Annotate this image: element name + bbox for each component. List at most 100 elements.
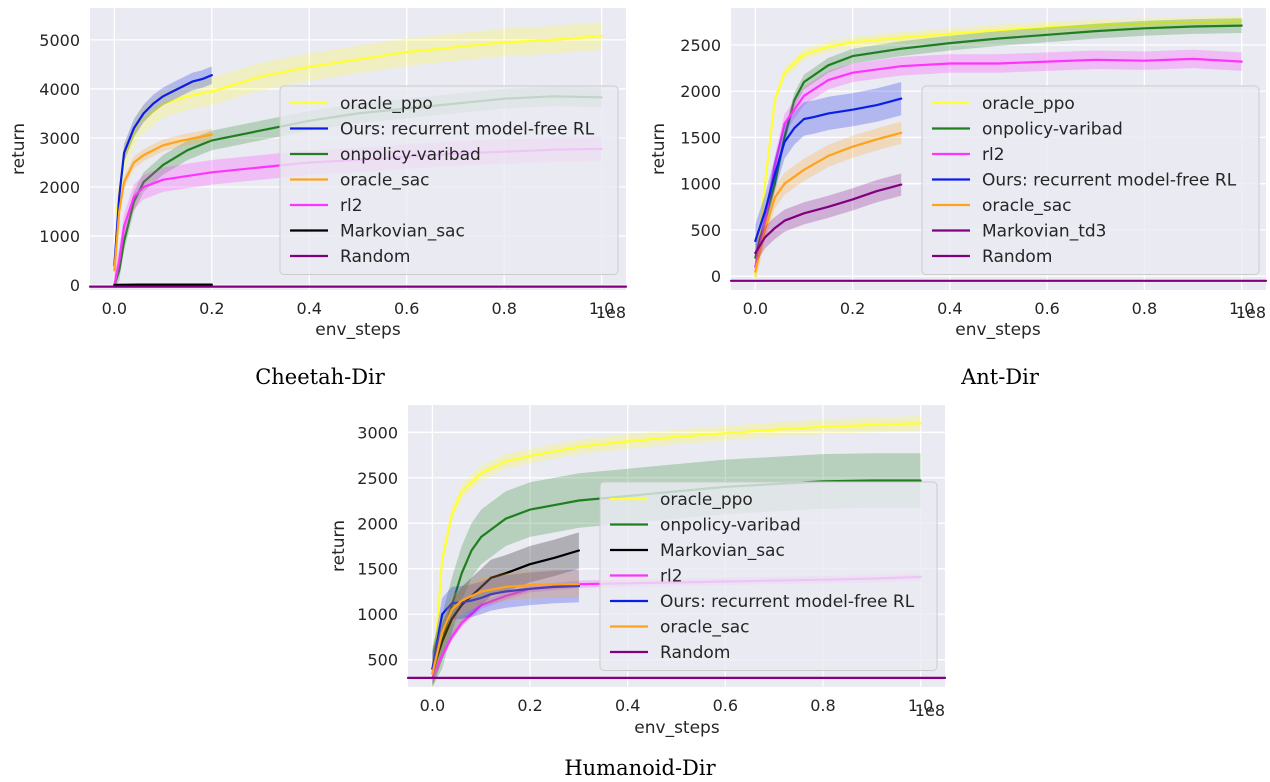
cheetah-x-tick-label: 1.0 bbox=[589, 299, 614, 318]
cheetah-legend-label: oracle_ppo bbox=[340, 94, 433, 114]
cheetah-x-axis-label: env_steps bbox=[315, 320, 401, 340]
cheetah-legend-label: Markovian_sac bbox=[340, 222, 465, 242]
ant-legend-label: onpolicy-varibad bbox=[982, 120, 1123, 140]
cheetah-band-rl2 bbox=[114, 136, 602, 290]
ant-legend-label: oracle_sac bbox=[982, 196, 1071, 216]
ant-y-axis-label: return bbox=[649, 123, 669, 175]
humanoid-y-tick-label: 1500 bbox=[357, 560, 398, 579]
cheetah-x-tick-label: 0.6 bbox=[394, 299, 419, 318]
cheetah-x-tick-label: 0.2 bbox=[199, 299, 224, 318]
ant-line-ours-recurrent-model-free-rl bbox=[754, 97, 903, 243]
humanoid-legend-label: oracle_sac bbox=[660, 618, 749, 638]
cheetah-dir-panel: 0.0 0.2 0.4 0.6 0.8 1.0010002000300040005000 … bbox=[9, 8, 628, 389]
ant-line-rl2 bbox=[754, 57, 1243, 268]
humanoid-band-onpolicy-varibad bbox=[432, 453, 921, 687]
ant-y-tick-label: 0 bbox=[711, 267, 721, 286]
humanoid-y-tick-label: 500 bbox=[367, 651, 398, 670]
cheetah-y-tick-label: 3000 bbox=[39, 129, 80, 148]
humanoid-legend-label: rl2 bbox=[660, 567, 683, 587]
ant-y-tick-label: 2000 bbox=[680, 82, 721, 101]
humanoid-band-ours-recurrent-model-free-rl bbox=[432, 569, 579, 686]
humanoid-legend-label: Ours: recurrent model-free RL bbox=[660, 592, 915, 612]
ant-legend-label: Ours: recurrent model-free RL bbox=[982, 171, 1237, 191]
humanoid-x-tick-label: 1.0 bbox=[908, 696, 933, 715]
cheetah-y-tick-label: 4000 bbox=[39, 80, 80, 99]
cheetah-band-onpolicy-varibad bbox=[114, 86, 602, 290]
cheetah-caption: Cheetah-Dir bbox=[255, 365, 386, 389]
ant-x-tick-label: 0.0 bbox=[743, 299, 768, 318]
ant-line-oracle-sac bbox=[754, 131, 903, 273]
ant-x-tick-label: 0.6 bbox=[1034, 299, 1059, 318]
humanoid-x-tick-label: 0.4 bbox=[615, 696, 640, 715]
humanoid-y-axis-label: return bbox=[329, 520, 349, 572]
cheetah-legend-label: rl2 bbox=[340, 196, 363, 216]
humanoid-x-axis-label: env_steps bbox=[634, 718, 720, 738]
humanoid-y-tick-label: 2000 bbox=[357, 514, 398, 533]
cheetah-x-scale-label: 1e8 bbox=[596, 303, 626, 322]
humanoid-caption: Humanoid-Dir bbox=[564, 756, 716, 780]
ant-y-tick-label: 1000 bbox=[680, 175, 721, 194]
cheetah-line-ours-recurrent-model-free-rl bbox=[113, 74, 213, 267]
humanoid-legend-label: oracle_ppo bbox=[660, 490, 753, 510]
ant-dir-panel: 0.0 0.2 0.4 0.6 0.8 1.0 0 500 1000 1500 2000 2500 e… bbox=[649, 8, 1268, 389]
cheetah-ticks: 0.0 0.2 0.4 0.6 0.8 1.0 0 1000 2000 3000 4000 5000 bbox=[39, 31, 614, 318]
humanoid-dir-panel: 0.0 0.2 0.4 0.6 0.8 1.0 500 1000 1500 2000 2500 300… bbox=[329, 405, 947, 780]
cheetah-legend-label: onpolicy-varibad bbox=[340, 145, 481, 165]
cheetah-y-axis-label: return bbox=[9, 123, 29, 175]
humanoid-y-tick-label: 1000 bbox=[357, 605, 398, 624]
cheetah-legend-box bbox=[279, 85, 619, 275]
humanoid-x-tick-label: 0.2 bbox=[517, 696, 542, 715]
cheetah-legend-label: Ours: recurrent model-free RL bbox=[340, 120, 595, 140]
ant-series bbox=[729, 15, 1268, 283]
ant-x-tick-label: 0.2 bbox=[840, 299, 865, 318]
cheetah-line-oracle-ppo bbox=[115, 34, 603, 213]
humanoid-line-oracle-sac bbox=[431, 583, 581, 675]
cheetah-y-tick-label: 2000 bbox=[39, 178, 80, 197]
ant-x-tick-label: 0.4 bbox=[937, 299, 962, 318]
ant-legend-label: Markovian_td3 bbox=[982, 222, 1106, 242]
ant-legend-label: Random bbox=[982, 247, 1052, 267]
humanoid-band-oracle-sac bbox=[432, 570, 579, 687]
ant-x-tick-label: 1.0 bbox=[1229, 299, 1254, 318]
cheetah-legend-label: Random bbox=[340, 247, 410, 267]
cheetah-series bbox=[88, 22, 628, 290]
humanoid-legend-label: Random bbox=[660, 643, 730, 663]
cheetah-band-ours-recurrent-model-free-rl bbox=[114, 66, 212, 275]
humanoid-x-tick-label: 0.6 bbox=[713, 696, 738, 715]
humanoid-x-tick-label: 0.8 bbox=[810, 696, 835, 715]
humanoid-y-tick-label: 2500 bbox=[357, 469, 398, 488]
ant-line-oracle-ppo bbox=[754, 20, 1243, 278]
ant-legend-box bbox=[921, 85, 1260, 275]
cheetah-x-tick-label: 0.8 bbox=[491, 299, 516, 318]
cheetah-x-tick-label: 0.0 bbox=[102, 299, 127, 318]
ant-legend-label: rl2 bbox=[982, 145, 1005, 165]
cheetah-band-oracle-ppo bbox=[116, 22, 602, 226]
humanoid-legend-label: Markovian_sac bbox=[660, 541, 785, 561]
ant-y-tick-label: 1500 bbox=[680, 128, 721, 147]
ant-y-tick-label: 500 bbox=[690, 221, 721, 240]
humanoid-y-tick-label: 3000 bbox=[357, 423, 398, 442]
ant-legend-label: oracle_ppo bbox=[982, 94, 1075, 114]
humanoid-series bbox=[406, 415, 947, 687]
ant-x-scale-label: 1e8 bbox=[1236, 303, 1266, 322]
humanoid-legend: oracle_ppo onpolicy-varibad Markovian_sacr… bbox=[599, 481, 938, 671]
ant-x-axis-label: env_steps bbox=[955, 320, 1041, 340]
ant-ticks: 0.0 0.2 0.4 0.6 0.8 1.0 0 500 1000 1500 2000 2500 bbox=[680, 36, 1254, 318]
humanoid-legend-box bbox=[599, 481, 938, 671]
ant-legend: oracle_ppo onpolicy-varibad rl2 Ours: recur… bbox=[921, 85, 1260, 275]
cheetah-x-tick-label: 0.4 bbox=[297, 299, 322, 318]
cheetah-y-tick-label: 0 bbox=[70, 276, 80, 295]
humanoid-x-scale-label: 1e8 bbox=[915, 701, 945, 720]
humanoid-line-oracle-ppo bbox=[431, 422, 922, 675]
cheetah-line-oracle-sac bbox=[113, 133, 213, 272]
ant-band-ours-recurrent-model-free-rl bbox=[755, 82, 902, 258]
humanoid-line-markovian-sac bbox=[431, 549, 581, 670]
cheetah-y-tick-label: 1000 bbox=[39, 227, 80, 246]
humanoid-line-ours-recurrent-model-free-rl bbox=[431, 584, 581, 670]
humanoid-x-tick-label: 0.0 bbox=[420, 696, 445, 715]
ant-caption: Ant-Dir bbox=[960, 365, 1040, 389]
ant-y-tick-label: 2500 bbox=[680, 36, 721, 55]
humanoid-ticks: 0.0 0.2 0.4 0.6 0.8 1.0 500 1000 1500 2000 2500 300… bbox=[357, 423, 933, 715]
cheetah-legend: oracle_ppo Ours: recurrent model-free RL o… bbox=[279, 85, 619, 275]
